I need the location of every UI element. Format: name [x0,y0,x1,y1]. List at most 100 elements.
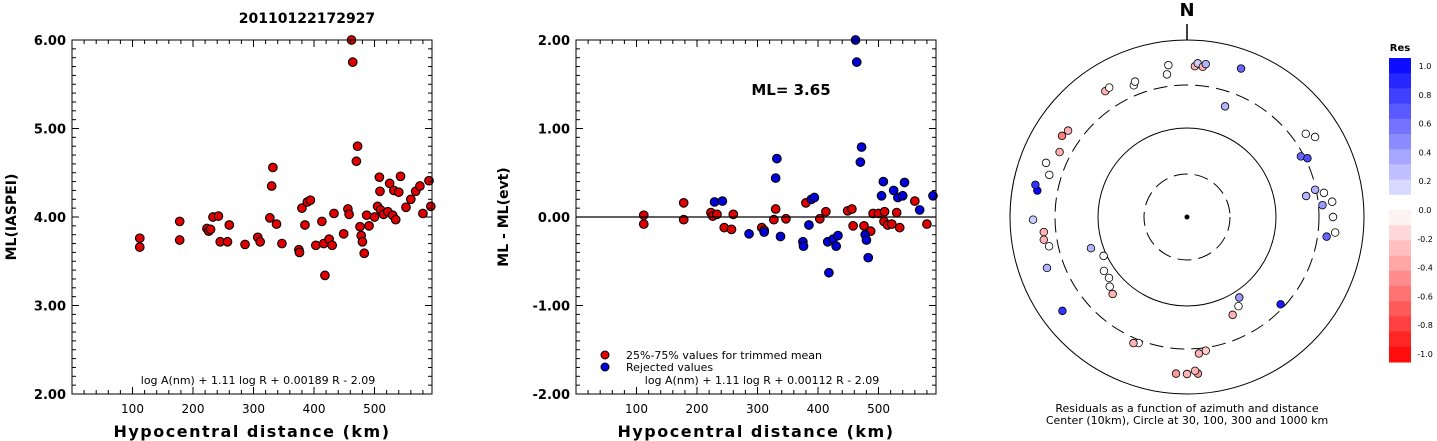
colorbar-swatch [1389,286,1411,302]
panel1-ytick-label: 2.00 [34,388,66,403]
station-residual-marker [1276,300,1285,309]
panel1-x-axis-label: Hypocentral distance (km) [113,422,390,441]
panel2-data-point [861,235,872,245]
panel1-data-point [352,141,363,152]
panel1-data-point [213,211,224,221]
panel-ml-iaspei: 2.00 3.00 4.00 5.00 6.00 100 200 300 400 500 ML(… [4,34,436,441]
panel2-xtick-labels: 100 200 300 400 500 [625,402,890,416]
epicenter-dot [1184,214,1190,220]
panel2-data-point [709,197,720,207]
panel1-data-point [424,175,434,186]
panel1-xtick-label: 300 [242,402,265,416]
panel1-data-point [327,240,338,251]
panel1-xtick-label: 200 [182,402,205,416]
panel2-points [638,35,938,278]
station-residual-marker [1301,191,1311,201]
colorbar-swatch [1389,134,1411,150]
station-residual-marker [1055,147,1064,157]
station-residual-marker [1130,77,1140,86]
panel2-ticks [576,39,936,395]
panel2-data-point [879,206,890,217]
panel2-formula: log A(nm) + 1.11 log R + 0.00112 R - 2.0… [645,374,879,387]
panel1-ytick-label: 4.00 [34,211,66,226]
polar-caption-line1: Residuals as a function of azimuth and d… [1055,402,1318,415]
colorbar-tick-label: 0.6 [1419,120,1432,129]
panel2-data-point [726,224,737,235]
colorbar-swatch [1389,255,1411,272]
panel2-xtick-label: 500 [867,402,890,416]
panel1-data-point [305,195,316,206]
station-residual-marker [1039,235,1048,244]
panel2-data-point [894,222,905,233]
panel1-data-point [384,178,395,189]
panel2-ytick-label: 1.00 [538,123,570,138]
panel1-data-point [266,181,277,191]
panel1-data-point [268,162,278,173]
panel2-ytick-label: 2.00 [538,34,570,49]
panel2-data-point [772,153,782,164]
panel2-data-point [928,190,938,201]
panel1-data-point [390,214,401,225]
station-residual-marker [1063,126,1073,135]
legend-marker-rejected [600,362,610,372]
colorbar-tick-label: -0.8 [1417,321,1433,330]
panel1-data-point [344,209,354,220]
panel2-data-point [922,219,932,229]
panel2-data-point [638,210,649,221]
station-residual-marker [1164,60,1173,70]
panel1-points [134,35,436,281]
station-residual-marker [1104,273,1114,283]
panel2-ytick-label: 0.00 [538,211,570,226]
panel1-data-point [374,172,385,183]
station-residual-marker [1086,244,1096,253]
station-residual-marker [1310,132,1320,142]
station-residual-marker [1190,366,1200,375]
panel2-ytick-label: -2.00 [533,388,570,403]
panel1-data-point [134,242,145,252]
colorbar-swatch [1389,118,1411,135]
panel2-xtick-label: 400 [807,402,830,416]
station-residual-marker [1171,369,1181,378]
panel2-data-point [770,173,781,183]
colorbar-swatch [1389,179,1411,196]
station-residual-marker [1319,188,1329,198]
colorbar-swatches [1389,58,1411,363]
polar-points [1028,59,1340,379]
panel1-data-point [224,220,235,230]
panel2-data-point [759,227,770,237]
panel1-data-point [317,216,327,227]
panel2-data-point [804,220,814,230]
panel2-data-point [824,267,834,278]
figure-title: 20110122172927 [239,11,375,27]
panel1-xtick-labels: 100 200 300 400 500 [121,402,386,416]
panel2-data-point [878,176,889,187]
colorbar-tick-label: -1.0 [1417,350,1433,359]
panel1-data-point [401,202,411,213]
panel2-data-point [855,157,866,167]
north-label: N [1179,0,1194,21]
station-residual-marker [1328,212,1338,222]
station-residual-marker [1105,282,1114,291]
colorbar-swatch [1389,73,1411,89]
station-residual-marker [1310,185,1320,194]
panel2-ytick-labels: -2.00 -1.00 0.00 1.00 2.00 [533,34,570,403]
station-residual-marker [1108,289,1117,299]
panel2-data-point [899,177,910,188]
panel1-xtick-label: 100 [121,402,144,416]
panel1-data-point [369,212,380,222]
panel2-data-point [847,204,857,214]
station-residual-marker [1039,227,1048,237]
colorbar-swatch [1389,149,1411,165]
panel1-data-point [361,210,372,221]
colorbar-title: Res [1390,43,1410,54]
panel1-data-point [355,221,365,232]
station-residual-marker [1058,306,1067,316]
panel2-ytick-label: -1.00 [533,300,570,315]
panel1-data-point [375,186,385,197]
panel2-data-point [851,57,862,67]
panel1-data-point [222,236,233,247]
station-residual-marker [1162,70,1172,79]
panel2-xtick-label: 100 [625,402,648,416]
panel-ml-residual: -2.00 -1.00 0.00 1.00 2.00 100 200 300 400 500 M… [496,34,938,441]
